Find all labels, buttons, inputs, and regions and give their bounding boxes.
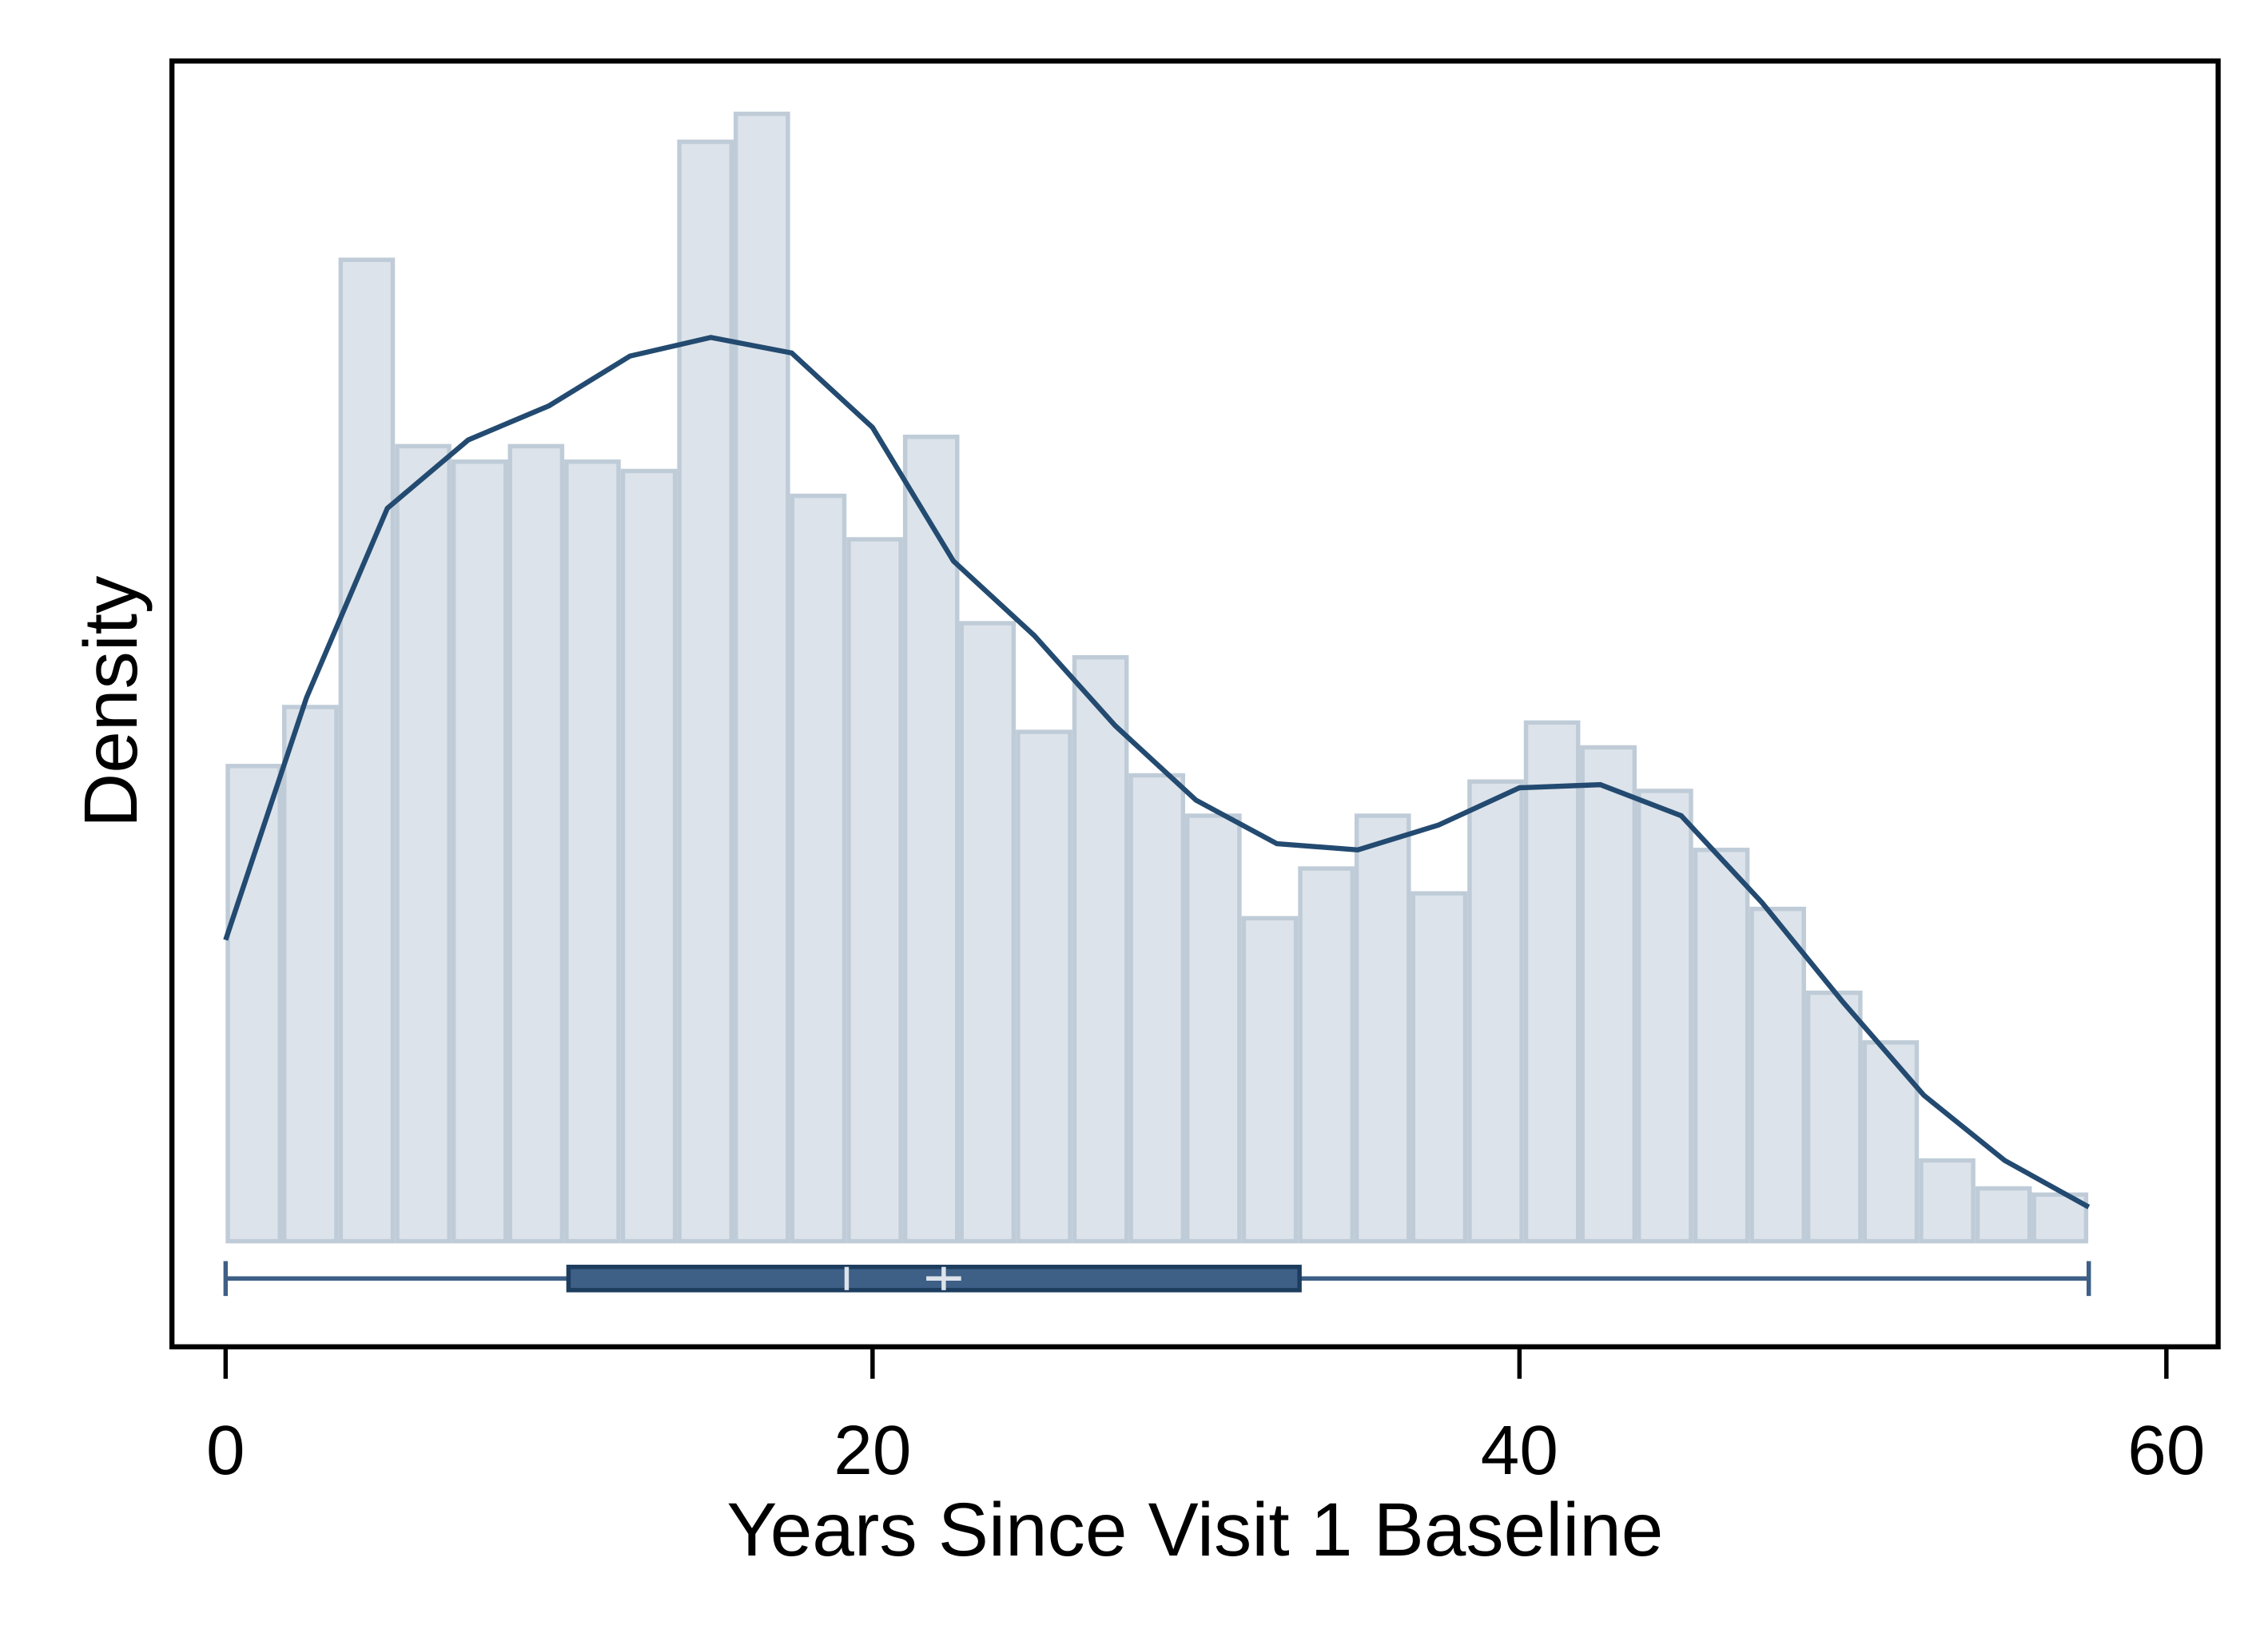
density-curve: [223, 335, 2091, 1210]
bar: [1467, 779, 1524, 1244]
bar: [620, 468, 678, 1244]
bar: [1298, 866, 1355, 1244]
bar: [225, 764, 282, 1244]
bar: [1919, 1158, 1976, 1244]
bar: [846, 537, 903, 1244]
plot-frame: [169, 58, 2221, 1349]
bar: [959, 621, 1017, 1244]
x-tick-label: 40: [1481, 1412, 1558, 1489]
x-tick-label: 0: [206, 1412, 245, 1489]
bar: [1693, 848, 1750, 1244]
bar: [507, 443, 565, 1244]
bar: [338, 257, 396, 1244]
x-axis-label: Years Since Visit 1 Baseline: [726, 1488, 1663, 1572]
bar: [1862, 1040, 1920, 1244]
x-tick-label: 60: [2127, 1412, 2205, 1489]
bar: [1805, 990, 1863, 1244]
y-axis-label: Density: [69, 575, 153, 828]
bar: [790, 493, 847, 1244]
bar: [1185, 813, 1242, 1244]
bar: [451, 459, 508, 1244]
bar: [1354, 813, 1411, 1244]
bar: [902, 435, 960, 1244]
bar: [395, 443, 452, 1244]
bar: [1072, 655, 1129, 1244]
bar: [1411, 891, 1468, 1244]
bar: [1128, 773, 1186, 1244]
bar: [1637, 789, 1693, 1244]
bar: [734, 111, 790, 1244]
bar: [677, 139, 734, 1244]
bar: [564, 459, 621, 1244]
bar: [1580, 745, 1637, 1244]
bar: [1241, 916, 1299, 1244]
bar: [1016, 729, 1072, 1244]
bar: [281, 705, 339, 1244]
bar: [1523, 720, 1581, 1244]
bar: [1749, 906, 1806, 1244]
mean-marker: [926, 1266, 961, 1290]
x-tick-label: 20: [834, 1412, 911, 1489]
bar: [1975, 1186, 2032, 1244]
